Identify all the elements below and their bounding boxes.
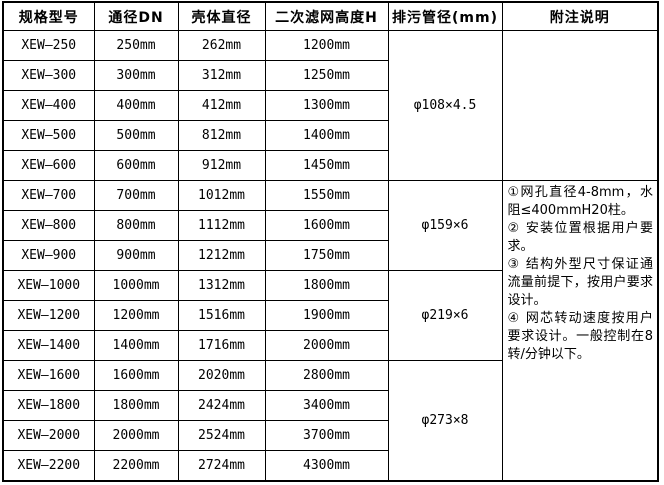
table-row: XEW—700 700mm 1012mm 1550mm φ159×6 ①网孔直径4-8mm… bbox=[2, 180, 659, 482]
screen-height-cell: 2000mm bbox=[264, 330, 389, 361]
screen-height-cell: 1300mm bbox=[264, 90, 389, 121]
table-row: XEW—2200 2200mm 2724mm 4300mm bbox=[2, 450, 658, 482]
model-cell: XEW—1400 bbox=[2, 330, 95, 361]
shell-diameter-cell: 262mm bbox=[177, 30, 266, 61]
model-cell: XEW—1000 bbox=[2, 270, 95, 301]
shell-diameter-cell: 1012mm bbox=[177, 180, 266, 211]
col-header-model: 规格型号 bbox=[2, 1, 95, 31]
header-row: 规格型号 通径DN 壳体直径 二次滤网高度H 排污管径(mm) 附注说明 bbox=[2, 1, 659, 31]
shell-diameter-cell: 1312mm bbox=[177, 270, 266, 301]
shell-diameter-cell: 2020mm bbox=[177, 360, 266, 391]
col-header-shell-diameter: 壳体直径 bbox=[177, 1, 266, 31]
dn-cell: 2000mm bbox=[93, 420, 179, 451]
screen-height-cell: 1750mm bbox=[264, 240, 389, 271]
model-cell: XEW—600 bbox=[2, 150, 95, 181]
dn-cell: 1400mm bbox=[93, 330, 179, 361]
drain-pipe-cell: φ219×6 bbox=[387, 270, 503, 361]
table-row: XEW—1200 1200mm 1516mm 1900mm bbox=[2, 300, 658, 331]
model-cell: XEW—500 bbox=[2, 120, 95, 151]
screen-height-cell: 4300mm bbox=[264, 450, 389, 482]
model-cell: XEW—400 bbox=[2, 90, 95, 121]
table-row: XEW—400 400mm 412mm 1300mm bbox=[2, 90, 658, 121]
screen-height-cell: 1800mm bbox=[264, 270, 389, 301]
model-cell: XEW—1600 bbox=[2, 360, 95, 391]
shell-diameter-cell: 412mm bbox=[177, 90, 266, 121]
screen-height-cell: 1250mm bbox=[264, 60, 389, 91]
col-header-dn: 通径DN bbox=[93, 1, 179, 31]
drain-pipe-cell: φ159×6 bbox=[387, 180, 503, 271]
dn-cell: 1200mm bbox=[93, 300, 179, 331]
model-cell: XEW—300 bbox=[2, 60, 95, 91]
shell-diameter-cell: 812mm bbox=[177, 120, 266, 151]
table-row: XEW—1600 1600mm 2020mm 2800mm φ273×8 bbox=[2, 360, 658, 482]
dn-cell: 400mm bbox=[93, 90, 179, 121]
note-item: ①网孔直径4-8mm，水阻≤400mmH20柱。 bbox=[507, 185, 654, 218]
model-cell: XEW—800 bbox=[2, 210, 95, 241]
notes-cell: ①网孔直径4-8mm，水阻≤400mmH20柱。 ② 安装位置根据用户要求。 ③ 结… bbox=[501, 180, 659, 482]
screen-height-cell: 2800mm bbox=[264, 360, 389, 391]
shell-diameter-cell: 1212mm bbox=[177, 240, 266, 271]
table-row: XEW—300 300mm 312mm 1250mm bbox=[2, 60, 658, 91]
screen-height-cell: 1450mm bbox=[264, 150, 389, 181]
col-header-notes: 附注说明 bbox=[501, 1, 659, 31]
table-row: XEW—1000 1000mm 1312mm 1800mm φ219×6 bbox=[2, 270, 658, 361]
shell-diameter-cell: 2524mm bbox=[177, 420, 266, 451]
drain-pipe-cell: φ273×8 bbox=[387, 360, 503, 482]
shell-diameter-cell: 2424mm bbox=[177, 390, 266, 421]
dn-cell: 900mm bbox=[93, 240, 179, 271]
dn-cell: 1600mm bbox=[93, 360, 179, 391]
dn-cell: 1800mm bbox=[93, 390, 179, 421]
shell-diameter-cell: 1112mm bbox=[177, 210, 266, 241]
note-item: ③ 结构外型尺寸保证通流量前提下，按用户要求设计。 bbox=[507, 257, 654, 308]
model-cell: XEW—2000 bbox=[2, 420, 95, 451]
shell-diameter-cell: 2724mm bbox=[177, 450, 266, 482]
model-cell: XEW—1200 bbox=[2, 300, 95, 331]
dn-cell: 300mm bbox=[93, 60, 179, 91]
drain-pipe-cell: φ108×4.5 bbox=[387, 30, 503, 181]
model-cell: XEW—700 bbox=[2, 180, 95, 211]
shell-diameter-cell: 912mm bbox=[177, 150, 266, 181]
col-header-screen-height: 二次滤网高度H bbox=[264, 1, 389, 31]
screen-height-cell: 1550mm bbox=[264, 180, 389, 211]
screen-height-cell: 1600mm bbox=[264, 210, 389, 241]
dn-cell: 1000mm bbox=[93, 270, 179, 301]
shell-diameter-cell: 312mm bbox=[177, 60, 266, 91]
screen-height-cell: 3700mm bbox=[264, 420, 389, 451]
dn-cell: 2200mm bbox=[93, 450, 179, 482]
note-item: ② 安装位置根据用户要求。 bbox=[507, 221, 654, 254]
dn-cell: 600mm bbox=[93, 150, 179, 181]
notes-empty-cell bbox=[501, 30, 659, 181]
col-header-drain-pipe: 排污管径(mm) bbox=[387, 1, 503, 31]
screen-height-cell: 1900mm bbox=[264, 300, 389, 331]
table-row: XEW—900 900mm 1212mm 1750mm bbox=[2, 240, 658, 271]
screen-height-cell: 1400mm bbox=[264, 120, 389, 151]
model-cell: XEW—250 bbox=[2, 30, 95, 61]
dn-cell: 700mm bbox=[93, 180, 179, 211]
model-cell: XEW—1800 bbox=[2, 390, 95, 421]
table-row: XEW—600 600mm 912mm 1450mm bbox=[2, 150, 658, 181]
dn-cell: 250mm bbox=[93, 30, 179, 61]
model-cell: XEW—900 bbox=[2, 240, 95, 271]
screen-height-cell: 3400mm bbox=[264, 390, 389, 421]
table-row: XEW—2000 2000mm 2524mm 3700mm bbox=[2, 420, 658, 451]
screen-height-cell: 1200mm bbox=[264, 30, 389, 61]
shell-diameter-cell: 1716mm bbox=[177, 330, 266, 361]
model-cell: XEW—2200 bbox=[2, 450, 95, 482]
table-row: XEW—250 250mm 262mm 1200mm φ108×4.5 bbox=[2, 30, 659, 181]
table-row: XEW—500 500mm 812mm 1400mm bbox=[2, 120, 658, 151]
shell-diameter-cell: 1516mm bbox=[177, 300, 266, 331]
dn-cell: 800mm bbox=[93, 210, 179, 241]
note-item: ④ 网芯转动速度按用户要求设计。一般控制在8转/分钟以下。 bbox=[507, 311, 654, 362]
dn-cell: 500mm bbox=[93, 120, 179, 151]
table-row: XEW—1400 1400mm 1716mm 2000mm bbox=[2, 330, 658, 361]
